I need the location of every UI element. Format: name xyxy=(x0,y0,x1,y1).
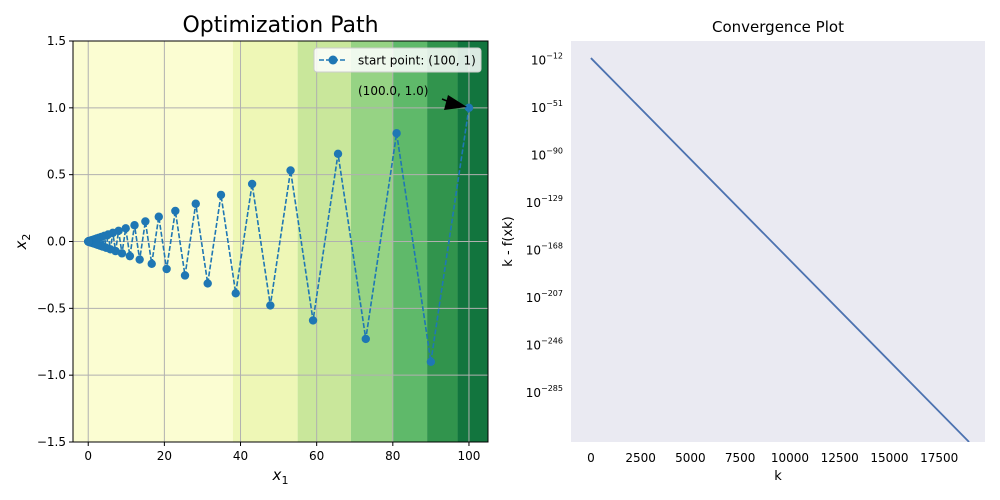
left-y-axis-title-main: x xyxy=(12,240,30,250)
path-point xyxy=(333,149,343,159)
right-x-axis-title: k xyxy=(774,469,782,484)
convergence-line xyxy=(590,57,970,442)
path-point xyxy=(286,166,295,175)
path-point xyxy=(171,206,180,216)
legend-swatch-marker xyxy=(328,55,338,65)
right-chart-title: Convergence Plot xyxy=(712,18,844,36)
x-tick-label: 0 xyxy=(84,449,92,463)
annotation-text: (100.0, 1.0) xyxy=(358,84,428,98)
path-point xyxy=(147,259,156,268)
path-point xyxy=(361,334,370,344)
path-point xyxy=(464,103,474,113)
path-point xyxy=(141,217,150,226)
optimization-chart: Optimization Path 0 20 40 60 80 100 −1.5−1.0−… xyxy=(12,13,489,487)
path-point xyxy=(392,129,401,138)
right-y-ticks: 10−12 10−51 10−90 10−129 10−168 10−207 10−246 1… xyxy=(526,52,563,401)
y-tick-label: −0.5 xyxy=(37,301,66,315)
path-point xyxy=(191,199,200,208)
path-point xyxy=(84,237,93,246)
right-y-axis-title: k - f(xk) xyxy=(501,216,516,266)
y-tick-label: 10−90 xyxy=(531,147,563,163)
y-tick-label: 10−246 xyxy=(526,337,563,353)
legend-label: start point: (100, 1) xyxy=(358,54,476,68)
legend-box xyxy=(313,47,482,73)
x-tick-label: 15000 xyxy=(870,451,908,465)
path-point xyxy=(162,264,171,274)
path-point xyxy=(216,190,226,200)
start-annotation: (100.0, 1.0) xyxy=(358,84,467,110)
path-point xyxy=(266,301,275,310)
path-point xyxy=(154,212,163,221)
left-x-ticks: 0 20 40 60 80 100 xyxy=(84,442,480,463)
x-tick-label: 80 xyxy=(385,449,400,463)
x-tick-label: 20 xyxy=(157,449,172,463)
optimization-path xyxy=(84,103,474,366)
right-x-ticks: 0 2500 5000 7500 10000 12500 15000 17500 xyxy=(587,451,958,465)
x-tick-label: 10000 xyxy=(771,451,809,465)
left-x-axis-title-sub: 1 xyxy=(281,474,288,487)
path-point xyxy=(231,289,240,298)
y-tick-label: 0.5 xyxy=(47,168,66,182)
y-tick-label: 10−285 xyxy=(526,384,563,400)
left-chart-title: Optimization Path xyxy=(182,13,378,38)
y-tick-label: 1.5 xyxy=(47,34,66,48)
y-tick-label: 1.0 xyxy=(47,101,66,115)
path-point xyxy=(247,179,257,189)
x-tick-label: 17500 xyxy=(920,451,958,465)
left-y-ticks: −1.5 −1.0 −0.5 0.0 0.5 1.0 1.5 xyxy=(37,34,73,449)
path-point xyxy=(308,316,318,325)
left-legend: start point: (100, 1) xyxy=(313,47,482,73)
x-tick-label: 40 xyxy=(233,449,248,463)
y-tick-label: −1.0 xyxy=(37,368,66,382)
path-point xyxy=(125,251,135,261)
y-tick-label: 0.0 xyxy=(47,235,66,249)
annotation-arrow-head xyxy=(444,95,467,110)
y-tick-label: 10−129 xyxy=(526,194,563,210)
path-point xyxy=(130,221,139,230)
path-point xyxy=(426,357,436,366)
y-tick-label: 10−12 xyxy=(531,52,563,68)
left-y-axis-title-sub: 2 xyxy=(20,234,33,241)
x-tick-label: 12500 xyxy=(821,451,859,465)
convergence-chart: Convergence Plot 0 2500 5000 7500 10000 12500… xyxy=(501,18,985,484)
y-tick-label: 10−207 xyxy=(526,289,563,305)
left-x-axis-title-main: x xyxy=(272,466,282,484)
path-point xyxy=(117,249,127,258)
x-tick-label: 100 xyxy=(458,449,481,463)
path-point xyxy=(203,279,212,288)
y-tick-label: −1.5 xyxy=(37,435,66,449)
left-y-axis-title: x2 xyxy=(12,234,33,251)
path-point xyxy=(121,224,130,233)
x-tick-label: 5000 xyxy=(675,451,706,465)
y-tick-label: 10−168 xyxy=(526,242,563,258)
convergence-series-line xyxy=(590,57,970,442)
x-tick-label: 7500 xyxy=(725,451,756,465)
x-tick-label: 2500 xyxy=(625,451,656,465)
path-point xyxy=(135,255,144,264)
x-tick-label: 60 xyxy=(309,449,324,463)
y-tick-label: 10−51 xyxy=(531,99,563,115)
x-tick-label: 0 xyxy=(587,451,595,465)
path-point xyxy=(180,271,190,280)
left-x-axis-title: x1 xyxy=(272,466,289,487)
